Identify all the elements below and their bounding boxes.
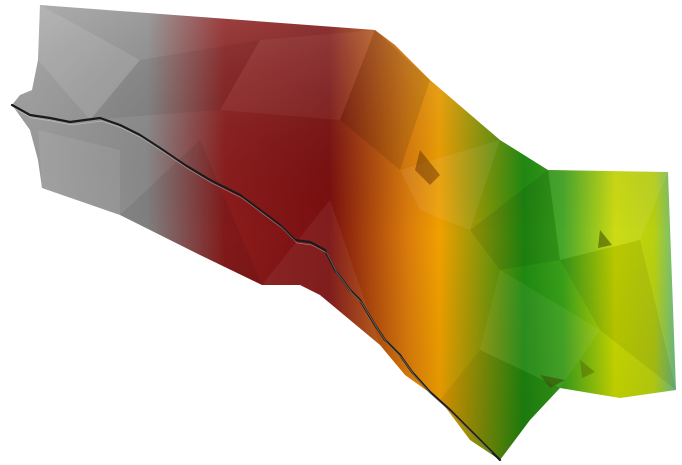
fault-line [10, 103, 502, 462]
fault-line-highlight [13, 107, 493, 454]
